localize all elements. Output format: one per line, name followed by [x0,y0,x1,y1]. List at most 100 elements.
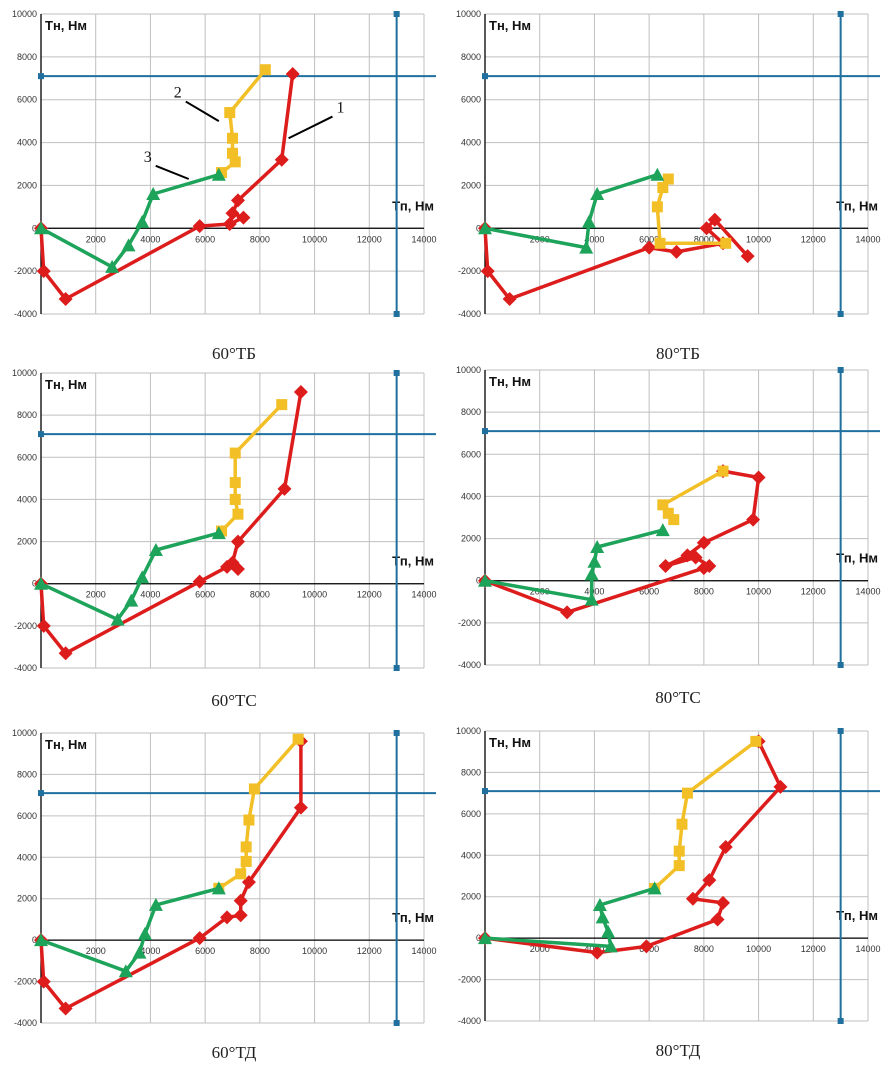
series-2-point [240,841,252,853]
series-3-point [590,540,605,553]
y-tick-label: -2000 [458,618,481,628]
series-3-line [39,172,221,269]
series-3-point [148,897,163,911]
limit-line-marker [38,73,44,80]
limit-line-marker [482,73,488,80]
x-tick-label: 4000 [584,234,604,244]
chart-caption: 80°ТД [655,1041,701,1060]
series-1-line [39,739,303,1011]
y-tick-label: 2000 [461,534,481,544]
x-tick-label: 10000 [746,587,771,597]
x-tick-label: 2000 [86,946,106,956]
series-2-point [229,156,241,168]
series-2-point [750,735,762,747]
chart-panel-60-tc: 2000 4000 6000 8000 10000 12000 14000 -4000 -200… [12,365,439,710]
series-2-point [240,855,252,867]
annotation-leader-line [185,100,220,123]
annotation-leader-line [288,115,333,140]
limit-line-marker [393,1020,400,1026]
series-1-point [696,561,711,576]
y-tick-label: -4000 [14,309,37,319]
chart-panel-80-td: 2000 4000 6000 8000 10000 12000 14000 -4000 -200… [456,723,883,1060]
series-1-point [639,939,654,954]
series-1-point [716,895,731,910]
x-tick-label: 6000 [195,946,215,956]
limit-line-marker [393,370,400,376]
x-tick-label: 2000 [86,590,106,600]
series-3-point [211,526,226,540]
series-1-point [642,240,657,255]
x-tick-label: 8000 [250,946,270,956]
limit-line-marker [393,311,400,317]
x-tick-label: 14000 [855,587,880,597]
y-tick-label: 10000 [12,368,37,378]
series-1-point [502,292,517,306]
series-2-point [248,783,260,795]
series-3-point [121,238,136,252]
limit-line-marker [393,11,400,17]
y-tick-label: 8000 [461,767,481,777]
series-1-point [233,893,248,908]
x-axis-title: Тп, Нм [392,910,434,925]
series-1-point [773,779,788,794]
chart-svg-80-tc: 2000 4000 6000 8000 10000 12000 14000 -4000 -200… [456,365,881,670]
series-3-point [584,567,599,581]
y-tick-label: 8000 [461,407,481,417]
series-2-point [229,477,241,489]
series-1-point [680,548,695,563]
y-tick-label: 2000 [461,180,481,190]
limit-line-marker [482,788,488,795]
series-3-point [137,926,152,940]
y-tick-label: -4000 [458,309,481,319]
y-tick-label: 6000 [17,95,37,105]
series-1-point [685,891,700,906]
x-axis-title: Тп, Нм [392,198,434,213]
y-tick-label: -4000 [458,1016,481,1026]
series-3-point [34,221,48,235]
series-2-point [651,201,663,213]
x-tick-label: 10000 [746,944,771,954]
y-tick-label: -2000 [14,621,37,631]
series-1-point [699,221,714,236]
x-tick-label: 12000 [357,590,382,600]
series-3-line [39,531,221,622]
y-tick-label: 4000 [17,138,37,148]
y-tick-label: 2000 [17,180,37,190]
y-tick-label: -2000 [458,266,481,276]
series-3-point [124,593,139,607]
y-tick-label: -4000 [458,660,481,670]
x-tick-label: 6000 [195,234,215,244]
limit-line-marker [38,431,44,438]
series-1-point [192,931,207,946]
y-axis-title: Тн, Нм [489,374,531,389]
series-1-point [241,875,256,890]
x-tick-label: 6000 [639,587,659,597]
series-2-point [229,493,241,505]
y-tick-label: 2000 [461,892,481,902]
series-2-point [657,182,669,194]
y-tick-label: -2000 [458,975,481,985]
series-3-point [211,881,226,895]
series-3-point [601,924,616,938]
series-3-point [655,523,670,537]
x-axis-title: Тп, Нм [836,198,878,213]
x-tick-label: 14000 [855,234,880,244]
x-tick-label: 12000 [801,234,826,244]
y-tick-label: 10000 [456,365,481,375]
series-2-point [235,868,247,880]
y-tick-label: 2000 [17,537,37,547]
y-tick-label: -4000 [14,1018,37,1028]
series-3-point [110,612,125,626]
chart-caption: 60°ТС [211,691,257,710]
chart-caption: 80°ТБ [656,344,700,363]
chart-svg-80-tb: 2000 4000 6000 8000 10000 12000 14000 -4000 -200… [456,9,881,319]
series-3-line [483,528,665,602]
y-axis-title: Тн, Нм [45,18,87,33]
series-3-point [148,543,163,556]
x-tick-label: 14000 [411,234,436,244]
y-tick-label: 4000 [461,138,481,148]
series-1-point [58,292,73,306]
y-tick-label: 6000 [461,809,481,819]
series-3-point [592,898,607,911]
x-tick-label: 8000 [250,234,270,244]
